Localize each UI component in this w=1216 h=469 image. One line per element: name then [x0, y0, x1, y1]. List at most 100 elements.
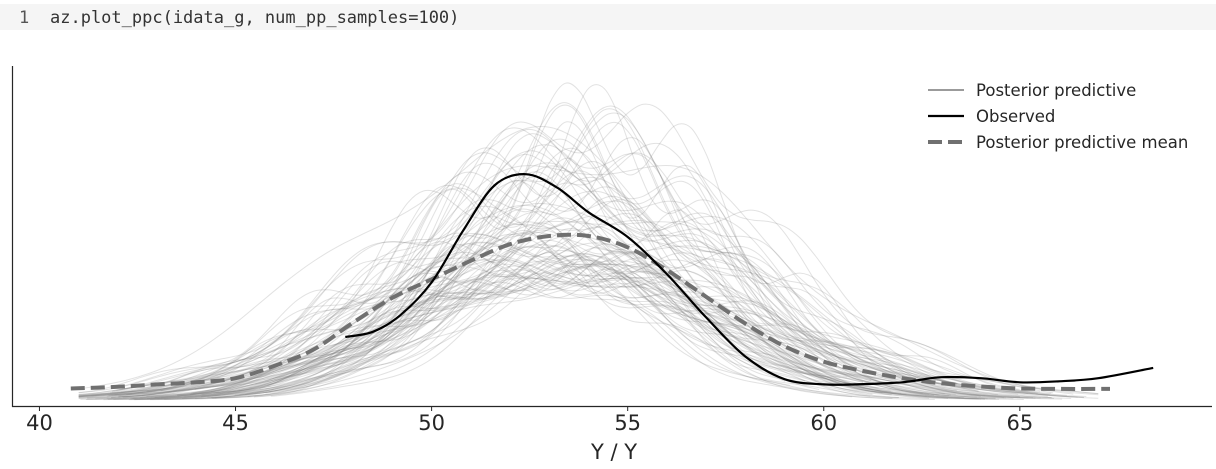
- posterior-predictive-draw: [192, 252, 899, 399]
- posterior-predictive-draw: [161, 277, 1072, 399]
- posterior-predictive-draw: [78, 164, 1099, 397]
- posterior-predictive-draw: [78, 244, 864, 396]
- posterior-predictive-draw: [126, 263, 958, 396]
- x-tick-label: 40: [26, 411, 53, 435]
- posterior-predictive-draw: [95, 179, 927, 400]
- posterior-predictive-draw: [210, 104, 996, 399]
- posterior-predictive-draw: [176, 220, 977, 398]
- posterior-predictive-draw: [91, 254, 986, 397]
- posterior-predictive-draw: [216, 257, 907, 396]
- posterior-predictive-draw: [259, 108, 981, 397]
- posterior-predictive-mean-line: [70, 232, 1111, 391]
- x-tick-label: 65: [1006, 411, 1033, 435]
- observed-line: [345, 173, 1154, 386]
- posterior-predictive-draw: [141, 165, 1021, 398]
- posterior-predictive-draw: [113, 144, 1087, 397]
- posterior-predictive-draw: [103, 266, 935, 401]
- posterior-predictive-lines: [78, 82, 1099, 401]
- posterior-predictive-draw: [177, 157, 900, 397]
- legend-label-posterior-predictive: Posterior predictive: [976, 81, 1136, 100]
- posterior-predictive-draw: [78, 260, 958, 398]
- posterior-predictive-draw: [80, 195, 1006, 400]
- posterior-predictive-draw: [155, 255, 893, 399]
- posterior-predictive-draw: [181, 137, 1014, 400]
- posterior-predictive-draw: [239, 247, 883, 396]
- posterior-predictive-draw: [107, 133, 940, 400]
- posterior-predictive-draw: [139, 138, 1019, 399]
- posterior-predictive-draw: [78, 245, 879, 397]
- posterior-predictive-draw: [150, 242, 841, 401]
- posterior-predictive-draw: [134, 251, 888, 400]
- posterior-predictive-draw: [202, 205, 893, 399]
- posterior-predictive-draw: [118, 263, 872, 397]
- posterior-predictive-draw: [130, 258, 806, 400]
- posterior-predictive-draw: [183, 257, 1063, 400]
- x-tick-label: 60: [810, 411, 837, 435]
- posterior-predictive-draw: [112, 127, 1054, 394]
- posterior-predictive-draw: [245, 269, 873, 396]
- posterior-predictive-draw: [154, 265, 892, 398]
- posterior-predictive-draw: [123, 243, 1034, 399]
- posterior-predictive-draw: [160, 232, 930, 396]
- posterior-predictive-draw: [106, 112, 939, 398]
- posterior-predictive-draw: [270, 272, 1024, 400]
- posterior-predictive-draw: [117, 226, 950, 398]
- posterior-predictive-draw: [177, 222, 899, 398]
- code-cell[interactable]: 1 az.plot_ppc(idata_g, num_pp_samples=10…: [0, 4, 1216, 30]
- legend: Posterior predictive Observed Posterior …: [928, 81, 1188, 152]
- x-axis-ticks: 40 45 50 55 60 65: [26, 406, 1033, 435]
- posterior-predictive-draw: [78, 241, 864, 397]
- posterior-predictive-draw: [253, 249, 960, 399]
- posterior-predictive-draw: [210, 229, 902, 394]
- posterior-predictive-draw: [124, 170, 893, 390]
- posterior-predictive-draw: [132, 258, 871, 400]
- x-tick-label: 45: [222, 411, 249, 435]
- posterior-predictive-draw: [122, 176, 891, 398]
- posterior-predictive-draw: [78, 160, 958, 394]
- posterior-predictive-draw: [134, 219, 982, 401]
- x-axis-label: Y / Y: [590, 440, 637, 464]
- posterior-predictive-draw: [128, 277, 820, 401]
- posterior-predictive-draw: [112, 171, 1038, 394]
- posterior-predictive-draw: [78, 103, 1099, 396]
- posterior-predictive-draw: [212, 84, 934, 399]
- posterior-predictive-draw: [78, 121, 1020, 395]
- posterior-predictive-draw: [200, 208, 986, 400]
- posterior-predictive-draw: [78, 105, 1099, 396]
- legend-label-observed: Observed: [976, 107, 1055, 126]
- posterior-predictive-draw: [213, 176, 998, 395]
- x-tick-label: 50: [418, 411, 445, 435]
- posterior-predictive-draw: [106, 231, 1048, 400]
- posterior-predictive-draw: [267, 82, 896, 387]
- posterior-predictive-draw: [132, 220, 980, 400]
- posterior-predictive-draw: [108, 255, 1050, 396]
- posterior-predictive-draw: [265, 199, 956, 395]
- posterior-predictive-draw: [86, 249, 1029, 399]
- posterior-predictive-draw: [78, 126, 1052, 398]
- legend-label-posterior-predictive-mean: Posterior predictive mean: [976, 133, 1188, 152]
- posterior-predictive-draw: [87, 187, 825, 400]
- posterior-predictive-draw: [113, 232, 930, 400]
- posterior-predictive-draw: [111, 190, 1084, 398]
- posterior-predictive-draw: [214, 200, 1000, 400]
- posterior-predictive-draw: [78, 211, 989, 397]
- code-line[interactable]: az.plot_ppc(idata_g, num_pp_samples=100): [50, 8, 460, 28]
- line-number: 1: [19, 8, 30, 28]
- posterior-predictive-draw: [195, 147, 949, 400]
- posterior-predictive-draw: [189, 245, 865, 396]
- posterior-predictive-draw: [85, 245, 996, 400]
- posterior-predictive-draw: [234, 251, 988, 400]
- posterior-predictive-draw: [146, 121, 979, 392]
- posterior-predictive-draw: [164, 252, 965, 400]
- posterior-predictive-draw: [78, 150, 848, 397]
- posterior-predictive-draw: [207, 252, 945, 398]
- posterior-predictive-draw: [247, 265, 985, 400]
- posterior-predictive-draw: [78, 263, 973, 398]
- posterior-predictive-draw: [194, 162, 979, 400]
- posterior-predictive-draw: [110, 182, 1053, 399]
- posterior-predictive-draw: [78, 251, 1020, 398]
- posterior-predictive-draw: [78, 203, 973, 400]
- posterior-predictive-draw: [150, 213, 951, 398]
- posterior-predictive-draw: [116, 152, 1074, 395]
